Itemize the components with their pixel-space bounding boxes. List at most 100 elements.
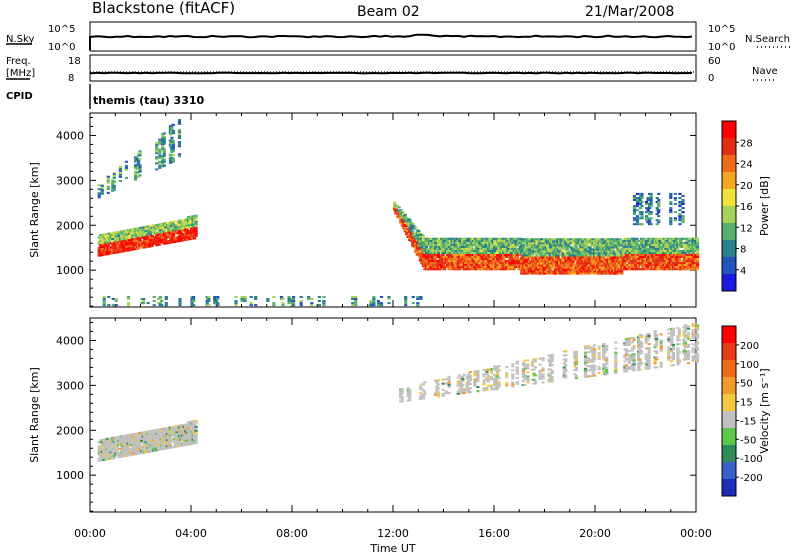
echo-cell: [393, 201, 397, 204]
echo-cell: [559, 252, 563, 255]
echo-cell: [394, 212, 398, 215]
echo-cell: [120, 242, 124, 245]
echo-cell: [512, 239, 516, 242]
echo-cell: [596, 266, 600, 269]
echo-cell: [162, 142, 166, 145]
echo-cell: [404, 300, 408, 302]
echo-cell: [456, 376, 460, 379]
echo-cell: [354, 304, 358, 307]
echo-cell: [155, 142, 159, 145]
echo-cell: [190, 420, 194, 423]
echo-cell: [354, 300, 358, 302]
echo-cell: [114, 448, 118, 451]
echo-cell: [133, 174, 138, 177]
echo-cell: [635, 201, 640, 203]
echo-cell: [571, 260, 575, 263]
echo-cell: [423, 256, 427, 258]
echo-cell: [111, 443, 115, 445]
echo-cell: [164, 447, 168, 450]
echo-cell: [161, 135, 165, 138]
echo-cell: [158, 150, 162, 153]
echo-cell: [164, 427, 168, 430]
echo-cell: [670, 264, 674, 267]
echo-cell: [170, 440, 174, 443]
freq-tick-bottom: 8: [68, 73, 74, 84]
echo-cell: [158, 148, 162, 151]
echo-cell: [155, 148, 159, 151]
echo-cell: [685, 245, 689, 248]
echo-cell: [164, 435, 168, 438]
echo-cell: [140, 439, 144, 442]
colorbar-tick-label: 16: [740, 202, 753, 213]
echo-cell: [459, 382, 463, 385]
echo-cell: [97, 445, 101, 448]
echo-cell: [640, 197, 644, 199]
echo-cell: [645, 201, 649, 203]
echo-cell: [659, 260, 663, 263]
echo-cell: [664, 243, 668, 246]
echo-cell: [683, 264, 688, 267]
echo-cell: [658, 239, 662, 242]
echo-cell: [470, 245, 474, 248]
echo-cell: [473, 380, 477, 383]
echo-cell: [673, 219, 677, 222]
echo-cell: [124, 247, 128, 250]
echo-cell: [680, 254, 684, 256]
echo-cell: [632, 197, 637, 199]
echo-cell: [292, 302, 296, 305]
echo-cell: [372, 296, 376, 298]
echo-cell: [609, 252, 613, 255]
echo-cell: [379, 302, 384, 305]
echo-cell: [594, 238, 598, 241]
echo-cell: [588, 252, 592, 255]
echo-cell: [164, 238, 168, 241]
echo-cell: [450, 250, 454, 252]
echo-cell: [106, 191, 110, 194]
echo-cell: [683, 241, 688, 244]
echo-cell: [249, 302, 253, 305]
echo-cell: [146, 436, 150, 439]
echo-cell: [567, 244, 571, 247]
echo-cell: [623, 266, 627, 269]
echo-cell: [450, 247, 454, 250]
echo-cell: [156, 241, 160, 244]
echo-cell: [100, 254, 104, 257]
echo-cell: [496, 256, 500, 258]
echo-cell: [559, 264, 563, 267]
echo-cell: [114, 452, 118, 455]
colorbar-tick-label: 12: [740, 223, 753, 234]
echo-cell: [102, 300, 106, 302]
echo-cell: [609, 256, 613, 259]
echo-cell: [649, 211, 653, 214]
echo-cell: [105, 456, 109, 459]
echo-cell: [453, 258, 457, 261]
echo-cell: [171, 132, 175, 134]
echo-cell: [387, 302, 391, 305]
echo-cell: [512, 268, 516, 271]
echo-cell: [485, 237, 489, 240]
colorbar-label: Power [dB]: [758, 176, 771, 236]
echo-cell: [114, 440, 118, 443]
echo-cell: [192, 300, 196, 302]
echo-cell: [161, 157, 165, 160]
echo-cell: [97, 188, 101, 191]
echo-cell: [480, 241, 485, 244]
echo-cell: [240, 298, 244, 300]
echo-cell: [553, 248, 557, 251]
echo-cell: [444, 382, 448, 385]
echo-cell: [310, 302, 314, 305]
echo-cell: [579, 248, 583, 251]
echo-cell: [117, 249, 121, 252]
echo-cell: [632, 199, 637, 201]
echo-cell: [272, 296, 276, 298]
echo-cell: [532, 266, 536, 269]
echo-cell: [406, 221, 410, 224]
echo-cell: [299, 300, 303, 302]
echo-cell: [266, 298, 270, 300]
echo-cell: [421, 265, 425, 268]
echo-cell: [188, 221, 192, 224]
cpid-text: themis (tau) 3310: [93, 94, 205, 107]
echo-cell: [640, 195, 644, 197]
echo-cell: [624, 241, 628, 244]
